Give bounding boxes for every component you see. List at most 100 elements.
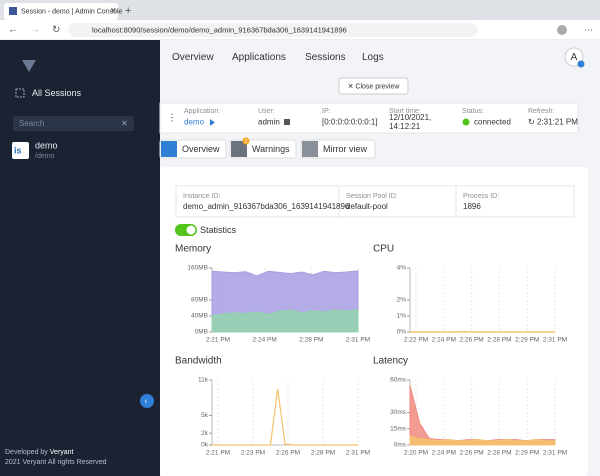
session-icon [12,142,29,159]
detail-label: Process ID: [463,193,499,200]
x-tick-label: 2:31 PM [346,450,370,457]
url: localhost:8090/session/demo/demo_admin_9… [92,25,347,34]
area [409,435,556,446]
forward[interactable]: → [30,25,40,36]
info-label: Application: [184,108,220,115]
tab-label: Mirror view [323,144,367,154]
y-tick-label: 0MB [195,329,208,336]
x-tick-label: 2:26 PM [459,450,483,457]
tab-icon [9,7,17,15]
y-tick-label: 2% [397,297,407,304]
info-label: Status: [462,108,484,115]
detail-label: Session Pool ID: [346,193,398,200]
details-box [175,185,575,218]
tab-badge [242,137,250,145]
tab-close[interactable]: ✕ [110,6,117,15]
all-sessions[interactable]: All Sessions [32,88,82,98]
nav-link[interactable]: Overview [172,52,214,63]
info-label: IP: [322,108,331,115]
detail-value: default-pool [346,202,388,211]
nav-link[interactable]: Logs [362,52,384,63]
x-tick-label: 2:29 PM [515,450,539,457]
chart-title: CPU [373,244,394,255]
panel [160,167,588,476]
tab-button[interactable] [300,139,376,159]
y-tick-label: 4% [397,265,407,272]
x-tick-label: 2:24 PM [432,337,456,344]
close-preview: ✕ Close preview [348,83,401,90]
y-tick-label: 0ms [394,442,407,449]
back[interactable]: ← [8,25,18,36]
session-path: /demo [35,153,55,160]
toggle-knob [186,225,196,235]
collapse-button[interactable] [140,394,154,408]
menu[interactable]: ⋯ [584,24,593,34]
tab[interactable] [4,3,118,20]
y-tick-label: 80MB [191,297,208,304]
avatar[interactable] [564,47,584,67]
y-tick-label: 2k [201,430,209,437]
y-tick-label: 1% [397,313,407,320]
company: Veryant [50,449,74,456]
x-tick-label: 2:28 PM [311,450,335,457]
session-icon-text: is [14,145,22,155]
x-tick-label: 2:26 PM [459,337,483,344]
info-value: 2:31:21 PM [537,118,578,127]
chart-title: Memory [175,244,211,255]
y-tick-label: 60ms [390,377,407,384]
profile[interactable] [557,25,567,35]
search-box[interactable] [13,116,134,131]
info-value: demo [184,118,205,127]
new-tab[interactable]: + [125,5,131,17]
tab-strip [0,0,600,20]
line [212,388,358,446]
refresh-icon: ↻ [528,118,535,127]
info-label: User: [258,108,275,115]
x-tick-label: 2:20 PM [404,450,428,457]
info-menu[interactable]: ⋮ [167,113,177,124]
x-tick-label: 2:29 PM [515,337,539,344]
y-tick-label: 0% [397,329,407,336]
info-value: 14:12:21 [389,122,421,131]
x-tick-label: 2:23 PM [241,450,265,457]
play-icon [210,119,215,126]
info-label: Start time: [389,108,421,115]
y-tick-label: 11k [198,377,209,384]
info-value: [0:0:0:0:0:0:0:1] [322,118,378,127]
x-tick-label: 2:26 PM [276,450,300,457]
x-tick-label: 2:28 PM [299,337,323,344]
search-placeholder: Search [19,119,44,128]
y-tick-label: 30ms [390,409,407,416]
x-tick-label: 2:22 PM [404,337,428,344]
collapse-arrow: ‹ [145,397,148,406]
detail-label: Instance ID: [183,193,220,200]
close-preview-button[interactable] [338,77,409,95]
nav-link[interactable]: Sessions [305,52,346,63]
y-tick-label: 5k [201,412,209,419]
sidebar [0,40,160,476]
close-preview-text: Close preview [355,83,400,90]
nav-link[interactable]: Applications [232,52,286,63]
session-name[interactable]: demo [35,140,58,150]
info-bar [159,102,579,134]
developed-by: Developed by Veryant [5,449,74,456]
y-tick-label: 0k [201,442,209,449]
avatar-badge [577,60,585,68]
x-tick-label: 2:31 PM [543,450,567,457]
info-value: 12/10/2021, [389,113,431,122]
y-tick-label: 160MB [187,265,208,272]
detail-value: 1896 [463,202,481,211]
tab-icon [161,141,177,157]
info-value: admin [258,118,280,127]
statistics-label: Statistics [200,225,237,235]
tab-title: Session - demo | Admin Console [21,8,123,15]
address-bar[interactable] [68,23,478,37]
search-clear[interactable]: ✕ [121,119,128,128]
x-tick-label: 2:28 PM [487,337,511,344]
tab-badge-text: 1 [245,139,248,145]
copyright: 2021 Veryant All rights Reserved [5,459,107,466]
reload[interactable]: ↻ [52,25,60,36]
status-dot [462,118,470,126]
chart-title: Latency [373,356,408,367]
